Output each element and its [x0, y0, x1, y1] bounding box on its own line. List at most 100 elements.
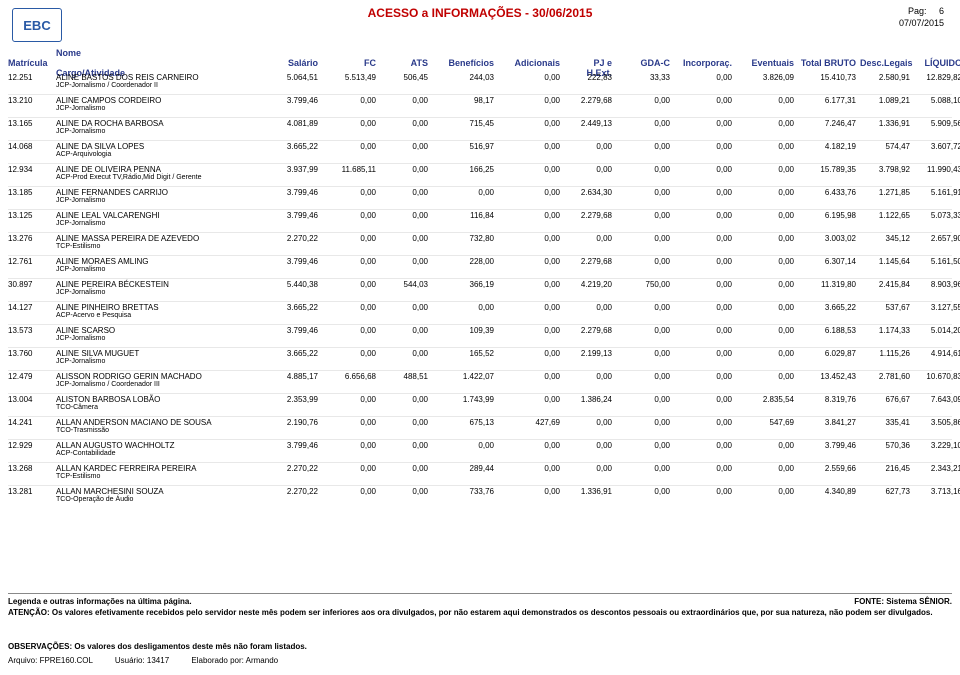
cell-adc: 0,00 [500, 372, 560, 381]
cell-ats: 544,03 [382, 280, 428, 289]
cell-bru: 6.177,31 [800, 96, 856, 105]
cell-bru: 6.433,76 [800, 188, 856, 197]
cell-ben: 109,39 [434, 326, 494, 335]
cell-nome: ALLAN AUGUSTO WACHHOLTZ [56, 441, 266, 450]
cell-pj: 2.279,68 [566, 96, 612, 105]
cell-evt: 0,00 [738, 188, 794, 197]
cell-evt: 0,00 [738, 257, 794, 266]
cell-ats: 0,00 [382, 349, 428, 358]
cell-fc: 6.656,68 [324, 372, 376, 381]
cell-mat: 13.165 [8, 119, 48, 128]
cell-ats: 0,00 [382, 96, 428, 105]
arquivo-value: FPRE160.COL [40, 656, 93, 665]
cell-gda: 0,00 [618, 211, 670, 220]
cell-liq: 3.607,72 [914, 142, 960, 151]
cell-evt: 0,00 [738, 234, 794, 243]
cell-ben: 166,25 [434, 165, 494, 174]
hdr-ats: ATS [382, 58, 428, 68]
cell-sal: 2.270,22 [266, 487, 318, 496]
cell-ats: 0,00 [382, 188, 428, 197]
cell-ben: 715,45 [434, 119, 494, 128]
cell-nome: ALINE SILVA MUGUET [56, 349, 266, 358]
cell-dsc: 335,41 [860, 418, 910, 427]
cell-gda: 0,00 [618, 142, 670, 151]
cell-ats: 488,51 [382, 372, 428, 381]
cell-inc: 0,00 [676, 487, 732, 496]
cell-nome: ALINE PINHEIRO BRETTAS [56, 303, 266, 312]
hdr-salario: Salário [266, 58, 318, 68]
cell-activity: JCP-Jornalismo / Coordenador II [56, 82, 158, 89]
file-info: Arquivo: FPRE160.COL Usuário: 13417 Elab… [8, 656, 952, 665]
cell-activity: ACP-Acervo e Pesquisa [56, 312, 131, 319]
hdr-matricula: Matrícula [8, 58, 48, 68]
cell-nome: ALISSON RODRIGO GERIN MACHADO [56, 372, 266, 381]
cell-dsc: 570,36 [860, 441, 910, 450]
cell-adc: 0,00 [500, 349, 560, 358]
hdr-liq: LÍQUIDO [914, 58, 960, 68]
cell-mat: 14.241 [8, 418, 48, 427]
cell-pj: 1.386,24 [566, 395, 612, 404]
cell-dsc: 2.580,91 [860, 73, 910, 82]
cell-gda: 0,00 [618, 96, 670, 105]
cell-gda: 0,00 [618, 303, 670, 312]
cell-gda: 0,00 [618, 464, 670, 473]
cell-sal: 3.799,46 [266, 96, 318, 105]
cell-nome: ALINE DA ROCHA BARBOSA [56, 119, 266, 128]
cell-gda: 750,00 [618, 280, 670, 289]
cell-adc: 0,00 [500, 234, 560, 243]
cell-liq: 5.088,10 [914, 96, 960, 105]
cell-nome: ALINE SCARSO [56, 326, 266, 335]
cell-fc: 0,00 [324, 188, 376, 197]
cell-ben: 165,52 [434, 349, 494, 358]
cell-bru: 6.195,98 [800, 211, 856, 220]
cell-gda: 0,00 [618, 257, 670, 266]
page-title: ACESSO a INFORMAÇÕES - 30/06/2015 [0, 6, 960, 20]
cell-ats: 0,00 [382, 211, 428, 220]
cell-evt: 547,69 [738, 418, 794, 427]
cell-nome: ALISTON BARBOSA LOBÃO [56, 395, 266, 404]
cell-mat: 13.276 [8, 234, 48, 243]
cell-ben: 0,00 [434, 441, 494, 450]
cell-sal: 3.665,22 [266, 142, 318, 151]
cell-dsc: 1.089,21 [860, 96, 910, 105]
cell-nome: ALINE CAMPOS CORDEIRO [56, 96, 266, 105]
table-row: 12.251ALINE BASTOS DOS REIS CARNEIRO5.06… [8, 72, 952, 94]
cell-fc: 0,00 [324, 418, 376, 427]
cell-activity: JCP-Jornalismo [56, 220, 105, 227]
cell-bru: 8.319,76 [800, 395, 856, 404]
cell-bru: 4.340,89 [800, 487, 856, 496]
cell-ats: 0,00 [382, 142, 428, 151]
cell-activity: JCP-Jornalismo [56, 266, 105, 273]
cell-sal: 3.799,46 [266, 326, 318, 335]
table-row: 12.934ALINE DE OLIVEIRA PENNA3.937,9911.… [8, 163, 952, 186]
cell-inc: 0,00 [676, 142, 732, 151]
cell-bru: 13.452,43 [800, 372, 856, 381]
cell-mat: 12.761 [8, 257, 48, 266]
cell-liq: 8.903,96 [914, 280, 960, 289]
elab-value: Armando [246, 656, 278, 665]
cell-ben: 244,03 [434, 73, 494, 82]
cell-activity: TCP-Estilismo [56, 243, 100, 250]
cell-sal: 4.081,89 [266, 119, 318, 128]
cell-sal: 3.799,46 [266, 257, 318, 266]
cell-liq: 10.670,83 [914, 372, 960, 381]
cell-adc: 0,00 [500, 464, 560, 473]
cell-pj: 2.449,13 [566, 119, 612, 128]
cell-mat: 30.897 [8, 280, 48, 289]
cell-dsc: 2.415,84 [860, 280, 910, 289]
cell-dsc: 537,67 [860, 303, 910, 312]
cell-evt: 0,00 [738, 441, 794, 450]
footer: Legenda e outras informações na última p… [8, 593, 952, 619]
table-row: 13.004ALISTON BARBOSA LOBÃO2.353,990,000… [8, 393, 952, 416]
date-generated: 07/07/2015 [899, 18, 944, 28]
hdr-desc: Desc.Legais [860, 58, 910, 68]
cell-adc: 0,00 [500, 142, 560, 151]
cell-fc: 0,00 [324, 303, 376, 312]
cell-ats: 0,00 [382, 119, 428, 128]
cell-mat: 12.929 [8, 441, 48, 450]
cell-ats: 0,00 [382, 234, 428, 243]
cell-liq: 11.990,43 [914, 165, 960, 174]
table-row: 13.760ALINE SILVA MUGUET3.665,220,000,00… [8, 347, 952, 370]
pag-label: Pag: [908, 6, 927, 16]
cell-gda: 0,00 [618, 441, 670, 450]
